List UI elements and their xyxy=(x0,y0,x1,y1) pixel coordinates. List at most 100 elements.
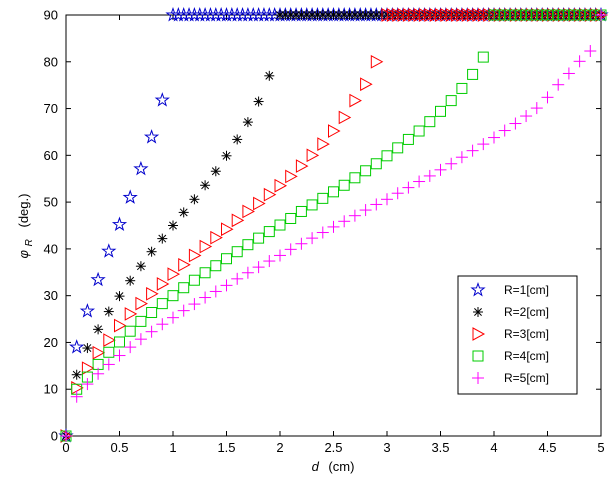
data-point xyxy=(317,192,329,204)
data-point xyxy=(143,129,160,144)
data-point xyxy=(210,260,222,272)
data-point xyxy=(466,144,479,157)
data-point xyxy=(360,165,372,177)
legend-marker-r4 xyxy=(472,350,484,362)
x-tick-label: 1 xyxy=(169,440,176,455)
data-point xyxy=(445,95,457,107)
y-tick-label: 60 xyxy=(44,148,58,163)
data-point xyxy=(253,96,264,107)
data-point-saturated xyxy=(595,9,607,21)
data-point xyxy=(231,213,245,228)
x-tick-label: 3 xyxy=(383,440,390,455)
x-tick-label: 1.5 xyxy=(217,440,235,455)
data-point xyxy=(156,298,168,310)
data-point xyxy=(199,291,212,304)
data-point xyxy=(221,150,232,161)
data-point xyxy=(285,212,297,224)
data-point xyxy=(445,157,458,170)
data-point xyxy=(434,163,447,176)
data-point xyxy=(435,105,446,117)
data-point xyxy=(124,341,137,354)
data-point xyxy=(306,148,320,163)
data-point xyxy=(295,205,307,217)
data-point xyxy=(552,78,565,91)
legend-marker-r3 xyxy=(472,327,486,341)
data-point xyxy=(124,325,136,337)
data-point xyxy=(79,303,96,318)
data-point xyxy=(317,137,330,151)
data-point xyxy=(252,261,265,274)
data-point xyxy=(402,133,414,145)
data-point xyxy=(232,134,243,145)
data-point xyxy=(113,349,126,362)
data-point xyxy=(584,45,597,58)
data-point xyxy=(573,55,586,68)
legend-marker-r5 xyxy=(472,372,484,384)
data-point xyxy=(210,166,221,177)
data-point xyxy=(263,187,277,202)
x-axis-label-unit: (cm) xyxy=(328,459,354,474)
data-point xyxy=(424,116,436,128)
data-point xyxy=(157,233,168,244)
y-tick-label: 70 xyxy=(44,101,58,116)
data-point xyxy=(455,151,468,164)
data-point xyxy=(391,187,404,200)
data-point xyxy=(178,282,190,294)
legend-marker-r1 xyxy=(470,281,486,297)
data-point xyxy=(456,82,468,94)
data-point xyxy=(178,207,189,218)
data-point xyxy=(381,150,393,162)
data-point xyxy=(477,138,490,151)
legend-label-r1: R=1[cm] xyxy=(504,283,549,297)
data-point xyxy=(359,204,372,217)
data-point xyxy=(135,261,146,272)
data-point xyxy=(328,186,339,198)
data-point xyxy=(114,336,125,348)
data-point xyxy=(167,290,179,302)
legend-marker-r2 xyxy=(473,307,483,317)
data-point xyxy=(146,286,159,301)
data-point xyxy=(413,125,425,137)
data-point xyxy=(541,91,554,104)
data-point xyxy=(349,93,362,108)
data-point xyxy=(284,243,297,256)
data-point xyxy=(188,298,201,311)
x-axis: 0 0.5 1 1.5 2 2.5 3 3.5 4 4.5 5 xyxy=(62,15,605,455)
series-r5 xyxy=(60,9,607,442)
data-point xyxy=(92,367,105,380)
data-point xyxy=(509,117,522,130)
data-point xyxy=(231,246,243,258)
y-tick-label: 90 xyxy=(44,8,58,23)
legend-label-r4: R=4[cm] xyxy=(504,349,549,363)
legend-label-r2: R=2[cm] xyxy=(504,305,549,319)
data-point xyxy=(306,199,318,211)
data-point xyxy=(381,193,393,206)
svg-text:φ R (deg.): φ R (deg.) xyxy=(16,194,35,259)
y-tick-label: 20 xyxy=(44,335,58,350)
data-point xyxy=(135,315,147,327)
data-point xyxy=(242,239,254,251)
data-point xyxy=(93,324,104,335)
data-point xyxy=(274,178,288,193)
data-point xyxy=(306,232,319,245)
x-tick-label: 3.5 xyxy=(431,440,449,455)
data-point xyxy=(231,272,244,285)
data-point xyxy=(520,110,533,123)
data-point xyxy=(168,220,178,231)
x-tick-label: 4 xyxy=(490,440,497,455)
data-point xyxy=(133,160,149,176)
data-point xyxy=(146,246,157,257)
data-point xyxy=(274,249,286,262)
data-point xyxy=(263,255,276,268)
data-point xyxy=(101,243,117,258)
data-point xyxy=(124,307,138,321)
data-point xyxy=(327,220,340,233)
data-point xyxy=(199,239,213,254)
data-point xyxy=(338,110,352,125)
y-axis: 0 10 20 30 40 50 60 70 80 90 xyxy=(44,8,601,444)
legend-label-r3: R=3[cm] xyxy=(504,327,549,341)
data-point xyxy=(423,169,436,182)
data-point xyxy=(146,307,158,319)
data-point xyxy=(200,180,211,191)
